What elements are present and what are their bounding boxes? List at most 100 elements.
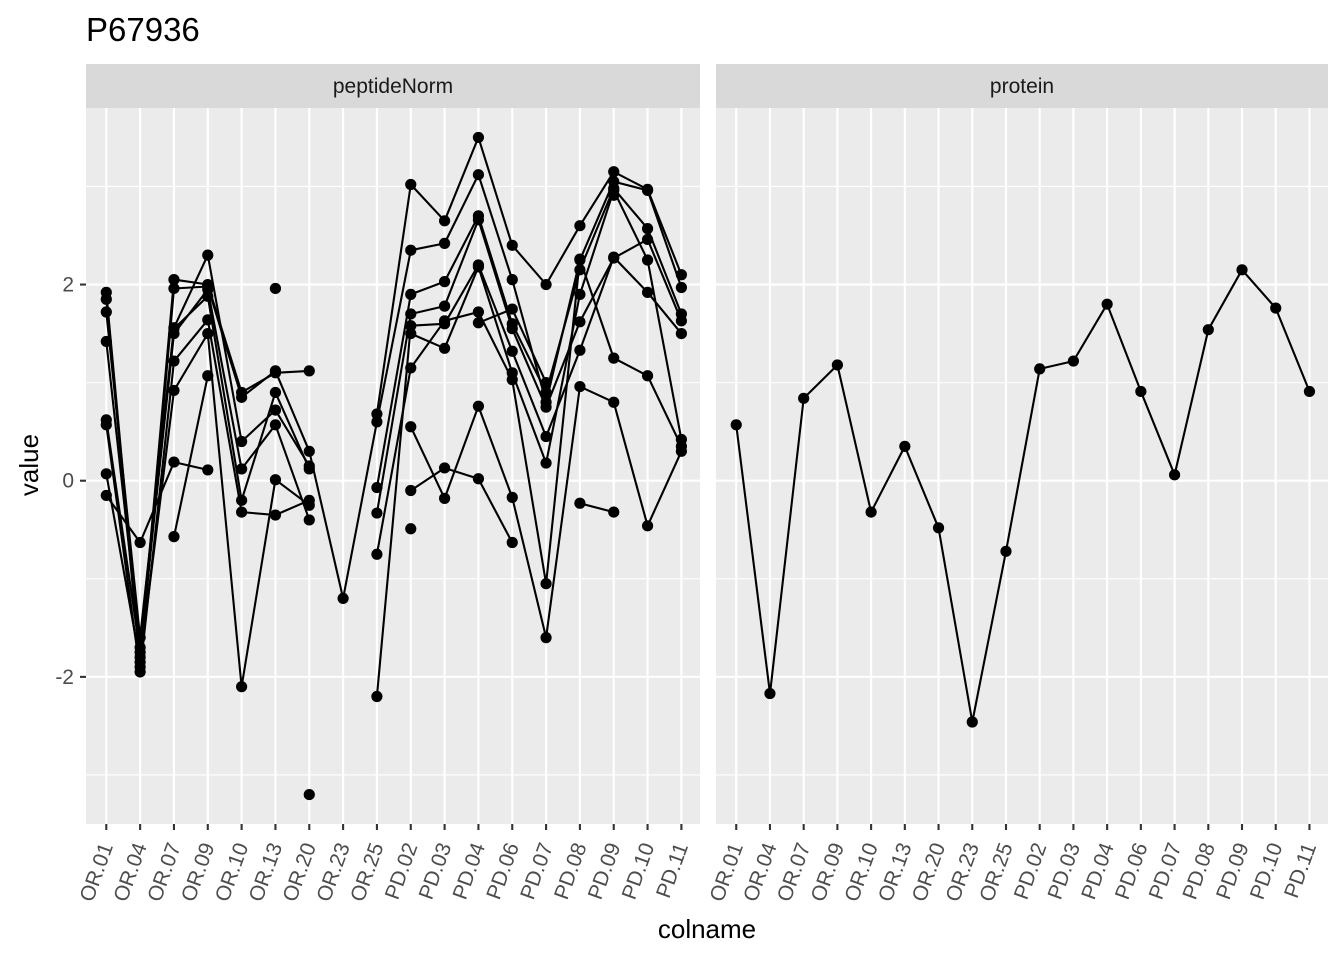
data-point: [202, 327, 214, 340]
series-1: [730, 264, 1316, 728]
data-point: [202, 314, 214, 326]
chart-title: P67936: [86, 11, 200, 48]
data-point: [472, 306, 485, 318]
data-point: [100, 419, 112, 431]
data-point: [472, 317, 485, 329]
data-point: [506, 323, 518, 335]
data-point: [371, 507, 383, 519]
data-point: [438, 215, 451, 227]
data-point: [641, 254, 654, 266]
y-axis-title: value: [14, 434, 44, 496]
data-point: [1236, 264, 1248, 276]
data-point: [100, 306, 112, 318]
data-point: [236, 391, 248, 403]
data-point: [371, 416, 383, 428]
data-point: [472, 400, 485, 412]
data-point: [303, 499, 315, 511]
data-point: [269, 474, 282, 486]
data-point: [675, 327, 687, 340]
x-axis: OR.01OR.04OR.07OR.09OR.10OR.13OR.20OR.23…: [706, 824, 1321, 905]
data-point: [1135, 385, 1147, 398]
data-point: [405, 421, 417, 433]
data-point: [540, 632, 552, 644]
data-point: [438, 492, 451, 504]
series-line: [735, 268, 1311, 724]
data-point: [100, 335, 112, 348]
data-point: [168, 531, 180, 543]
data-point: [1000, 545, 1012, 557]
data-point: [438, 462, 451, 474]
y-tick-label: -2: [55, 666, 74, 689]
data-point: [472, 169, 485, 181]
data-point: [168, 282, 180, 295]
data-point: [506, 491, 518, 503]
series-8: [100, 380, 687, 644]
series-10: [303, 189, 620, 801]
data-point: [540, 430, 552, 443]
series-9: [168, 282, 620, 549]
data-point: [540, 386, 552, 399]
data-point: [269, 365, 282, 377]
data-point: [641, 286, 654, 298]
data-point: [168, 384, 180, 397]
data-point: [472, 131, 485, 144]
data-point: [641, 184, 654, 196]
facet-strip: [716, 64, 1328, 108]
data-point: [405, 308, 417, 320]
data-point: [202, 249, 214, 261]
data-point: [134, 536, 146, 549]
data-point: [405, 288, 417, 300]
panels: peptideNorm OR.01OR.04OR.07OR.09OR.10OR.1…: [76, 64, 1328, 905]
data-point: [641, 370, 654, 382]
data-point: [472, 473, 485, 485]
data-point: [608, 189, 620, 201]
data-point: [506, 536, 518, 549]
data-point: [641, 520, 654, 532]
data-point: [202, 290, 214, 302]
data-point: [168, 323, 180, 335]
data-point: [641, 223, 654, 235]
data-point: [730, 419, 742, 431]
y-axis: -2 0 2: [55, 274, 86, 689]
panel-protein: protein OR.01OR.04OR.07OR.09OR.10OR.13OR.…: [706, 64, 1328, 905]
gridlines: [716, 108, 1328, 824]
data-point: [168, 456, 180, 468]
data-point: [540, 401, 552, 413]
data-point: [269, 282, 282, 295]
panel-peptideNorm: peptideNorm OR.01OR.04OR.07OR.09OR.10OR.1…: [76, 64, 700, 905]
data-point: [641, 233, 654, 246]
facet-strip-label: protein: [990, 75, 1054, 98]
data-point: [506, 345, 518, 357]
data-point: [540, 457, 552, 469]
data-point: [100, 468, 112, 480]
series-line: [172, 375, 614, 543]
data-point: [506, 239, 518, 251]
data-point: [438, 300, 451, 312]
data-point: [608, 396, 620, 408]
data-point: [438, 342, 451, 354]
data-point: [675, 445, 687, 457]
data-point: [574, 253, 586, 265]
data-point: [371, 690, 383, 703]
data-point: [303, 463, 315, 475]
data-point: [438, 276, 451, 288]
data-point: [608, 506, 620, 518]
data-point: [1303, 385, 1316, 398]
y-tick-label: 2: [62, 274, 74, 297]
data-point: [574, 344, 586, 356]
data-point: [405, 362, 417, 374]
data-point: [100, 489, 112, 502]
data-point: [608, 251, 620, 263]
data-point: [202, 370, 214, 382]
data-point: [134, 656, 146, 668]
data-point: [831, 359, 843, 371]
x-axis: OR.01OR.04OR.07OR.09OR.10OR.13OR.20OR.23…: [76, 824, 693, 905]
data-point: [202, 464, 214, 476]
series-line: [105, 173, 683, 669]
data-point: [764, 687, 776, 700]
series-6: [100, 184, 687, 678]
data-point: [966, 716, 978, 728]
data-point: [1101, 298, 1113, 310]
data-point: [337, 592, 349, 605]
